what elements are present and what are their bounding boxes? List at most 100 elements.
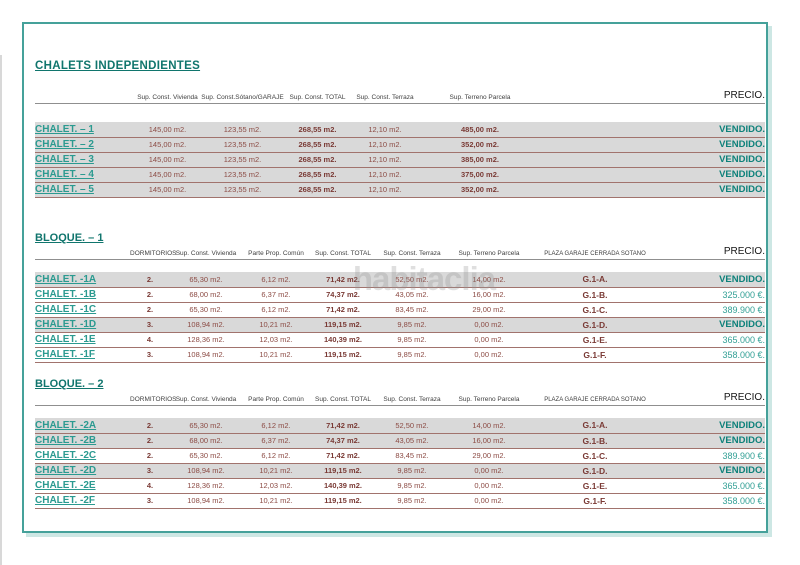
comun-value: 10,21 m2. [242,347,310,363]
header-row: DORMITORIOS Sup. Const. Vivienda Parte P… [35,244,765,260]
column-header-vivienda: Sup. Const. Vivienda [170,244,242,260]
spacer-row [35,103,765,122]
total-value: 119,15 m2. [310,493,376,509]
sotano-value: 123,55 m2. [200,167,285,183]
comun-value: 6,12 m2. [242,418,310,434]
terraza-value: 9,85 m2. [376,347,448,363]
chalet-label: CHALET. – 5 [35,182,135,198]
parcela-value: 29,00 m2. [448,448,530,464]
terraza-value: 12,10 m2. [350,122,420,138]
table-row: CHALET. – 2 145,00 m2. 123,55 m2. 268,55 m2… [35,137,765,153]
garaje-value: G.1-F. [530,493,660,509]
table-row: CHALET. -2B 2. 68,00 m2. 6,37 m2. 74,37 m2. 4… [35,433,765,449]
dormitorios-value: 2. [130,287,170,303]
chalet-label: CHALET. -2A [35,418,130,434]
price-cell: VENDIDO. [660,272,765,288]
vivienda-value: 68,00 m2. [170,287,242,303]
garaje-value: G.1-B. [530,287,660,303]
column-header-empty [35,88,135,104]
parcela-value: 485,00 m2. [420,122,540,138]
column-header-comun: Parte Prop. Común [242,244,310,260]
terraza-value: 9,85 m2. [376,493,448,509]
parcela-value: 0,00 m2. [448,493,530,509]
dormitorios-value: 2. [130,448,170,464]
column-header-precio: PRECIO. [660,390,765,406]
chalet-label: CHALET. – 3 [35,152,135,168]
terraza-value: 9,85 m2. [376,463,448,479]
price-cell: VENDIDO. [660,418,765,434]
dormitorios-value: 2. [130,418,170,434]
spacer-row [35,405,765,418]
parcela-value: 0,00 m2. [448,332,530,348]
table-row: CHALET. -1E 4. 128,36 m2. 12,03 m2. 140,39 m… [35,332,765,348]
terraza-value: 9,85 m2. [376,478,448,494]
garaje-value: G.1-C. [530,302,660,318]
table-row: CHALET. – 4 145,00 m2. 123,55 m2. 268,55 m2… [35,167,765,183]
table-row: CHALET. – 5 145,00 m2. 123,55 m2. 268,55 m2… [35,182,765,198]
total-value: 71,42 m2. [310,418,376,434]
total-value: 268,55 m2. [285,122,350,138]
parcela-value: 14,00 m2. [448,272,530,288]
dormitorios-value: 2. [130,302,170,318]
comun-value: 6,12 m2. [242,272,310,288]
total-value: 71,42 m2. [310,448,376,464]
garaje-value: G.1-E. [530,332,660,348]
chalet-label: CHALET. – 1 [35,122,135,138]
comun-value: 6,37 m2. [242,433,310,449]
column-header-total: Sup. Const. TOTAL [285,88,350,104]
column-header-dormitorios: DORMITORIOS [130,244,176,260]
column-header-empty [35,244,130,260]
terraza-value: 52,50 m2. [376,418,448,434]
terraza-value: 12,10 m2. [350,182,420,198]
dormitorios-value: 3. [130,463,170,479]
parcela-value: 16,00 m2. [448,433,530,449]
price-cell: 358.000 €. [660,493,765,509]
price-cell: 325.000 €. [660,287,765,303]
chalet-label: CHALET. -2E [35,478,130,494]
total-value: 74,37 m2. [310,287,376,303]
column-header-sotano: Sup. Const.Sótano/GARAJE [200,88,285,104]
column-header-terraza: Sup. Const. Terraza [350,88,420,104]
bloque-2-table: DORMITORIOS Sup. Const. Vivienda Parte P… [35,390,765,509]
garaje-value: G.1-C. [530,448,660,464]
sotano-value: 123,55 m2. [200,182,285,198]
vivienda-value: 108,94 m2. [170,463,242,479]
parcela-value: 29,00 m2. [448,302,530,318]
comun-value: 12,03 m2. [242,478,310,494]
dormitorios-value: 3. [130,493,170,509]
terraza-value: 43,05 m2. [376,287,448,303]
parcela-value: 0,00 m2. [448,347,530,363]
column-header-parcela: Sup. Terreno Parcela [448,390,530,406]
chalet-label: CHALET. -1A [35,272,130,288]
terraza-value: 12,10 m2. [350,167,420,183]
comun-value: 10,21 m2. [242,493,310,509]
chalet-label: CHALET. -1D [35,317,130,333]
bloque-1-table: DORMITORIOS Sup. Const. Vivienda Parte P… [35,244,765,363]
total-value: 268,55 m2. [285,182,350,198]
dormitorios-value: 3. [130,317,170,333]
parcela-value: 352,00 m2. [420,182,540,198]
total-value: 268,55 m2. [285,152,350,168]
vivienda-value: 145,00 m2. [135,167,200,183]
bloque-1-title: BLOQUE. – 1 [35,232,104,244]
column-header-parcela: Sup. Terreno Parcela [420,88,540,104]
dormitorios-value: 4. [130,478,170,494]
terraza-value: 83,45 m2. [376,448,448,464]
column-header-garaje: PLAZA GARAJE CERRADA SOTANO [530,244,660,260]
page-title: CHALETS INDEPENDIENTES [35,60,201,72]
price-cell: VENDIDO. [540,137,765,153]
terraza-value: 83,45 m2. [376,302,448,318]
price-cell: VENDIDO. [540,182,765,198]
column-header-total: Sup. Const. TOTAL [310,244,376,260]
comun-value: 12,03 m2. [242,332,310,348]
garaje-value: G.1-B. [530,433,660,449]
table-row: CHALET. -1C 2. 65,30 m2. 6,12 m2. 71,42 m2. 8… [35,302,765,318]
table-row: CHALET. -2D 3. 108,94 m2. 10,21 m2. 119,15 m… [35,463,765,479]
table-row: CHALET. -2E 4. 128,36 m2. 12,03 m2. 140,39 m… [35,478,765,494]
vivienda-value: 108,94 m2. [170,347,242,363]
garaje-value: G.1-E. [530,478,660,494]
chalet-label: CHALET. – 4 [35,167,135,183]
vivienda-value: 65,30 m2. [170,302,242,318]
terraza-value: 43,05 m2. [376,433,448,449]
comun-value: 10,21 m2. [242,317,310,333]
